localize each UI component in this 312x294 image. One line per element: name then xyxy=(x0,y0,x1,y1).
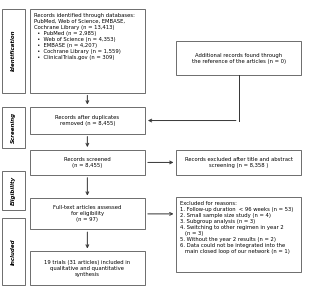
FancyBboxPatch shape xyxy=(30,150,145,175)
Text: Included: Included xyxy=(11,238,16,265)
FancyBboxPatch shape xyxy=(30,198,145,229)
FancyBboxPatch shape xyxy=(30,251,145,285)
Text: Full-text articles assessed
for eligibility
(n = 97): Full-text articles assessed for eligibil… xyxy=(53,206,122,222)
FancyBboxPatch shape xyxy=(2,218,25,285)
Text: Identification: Identification xyxy=(11,30,16,71)
Text: Screening: Screening xyxy=(11,112,16,143)
Text: 19 trials (31 articles) included in
qualitative and quantitative
synthesis: 19 trials (31 articles) included in qual… xyxy=(44,260,130,277)
Text: Records after duplicates
removed (n = 8,455): Records after duplicates removed (n = 8,… xyxy=(55,115,119,126)
Text: Records identified through databases:
PubMed, Web of Science, EMBASE,
Cochrane L: Records identified through databases: Pu… xyxy=(34,13,134,60)
Text: Eligibility: Eligibility xyxy=(11,176,16,205)
FancyBboxPatch shape xyxy=(176,41,301,75)
Text: Records screened
(n = 8,455): Records screened (n = 8,455) xyxy=(64,157,111,168)
Text: Excluded for reasons:
1. Follow-up duration  < 96 weeks (n = 53)
2. Small sample: Excluded for reasons: 1. Follow-up durat… xyxy=(180,201,294,254)
Text: Records excluded after title and abstract
screening (n = 8,358 ): Records excluded after title and abstrac… xyxy=(185,157,293,168)
FancyBboxPatch shape xyxy=(176,197,301,272)
FancyBboxPatch shape xyxy=(2,171,25,210)
FancyBboxPatch shape xyxy=(2,107,25,148)
FancyBboxPatch shape xyxy=(30,107,145,134)
FancyBboxPatch shape xyxy=(2,9,25,93)
FancyBboxPatch shape xyxy=(176,150,301,175)
FancyBboxPatch shape xyxy=(30,9,145,93)
Text: Additional records found through
the reference of the articles (n = 0): Additional records found through the ref… xyxy=(192,53,286,64)
